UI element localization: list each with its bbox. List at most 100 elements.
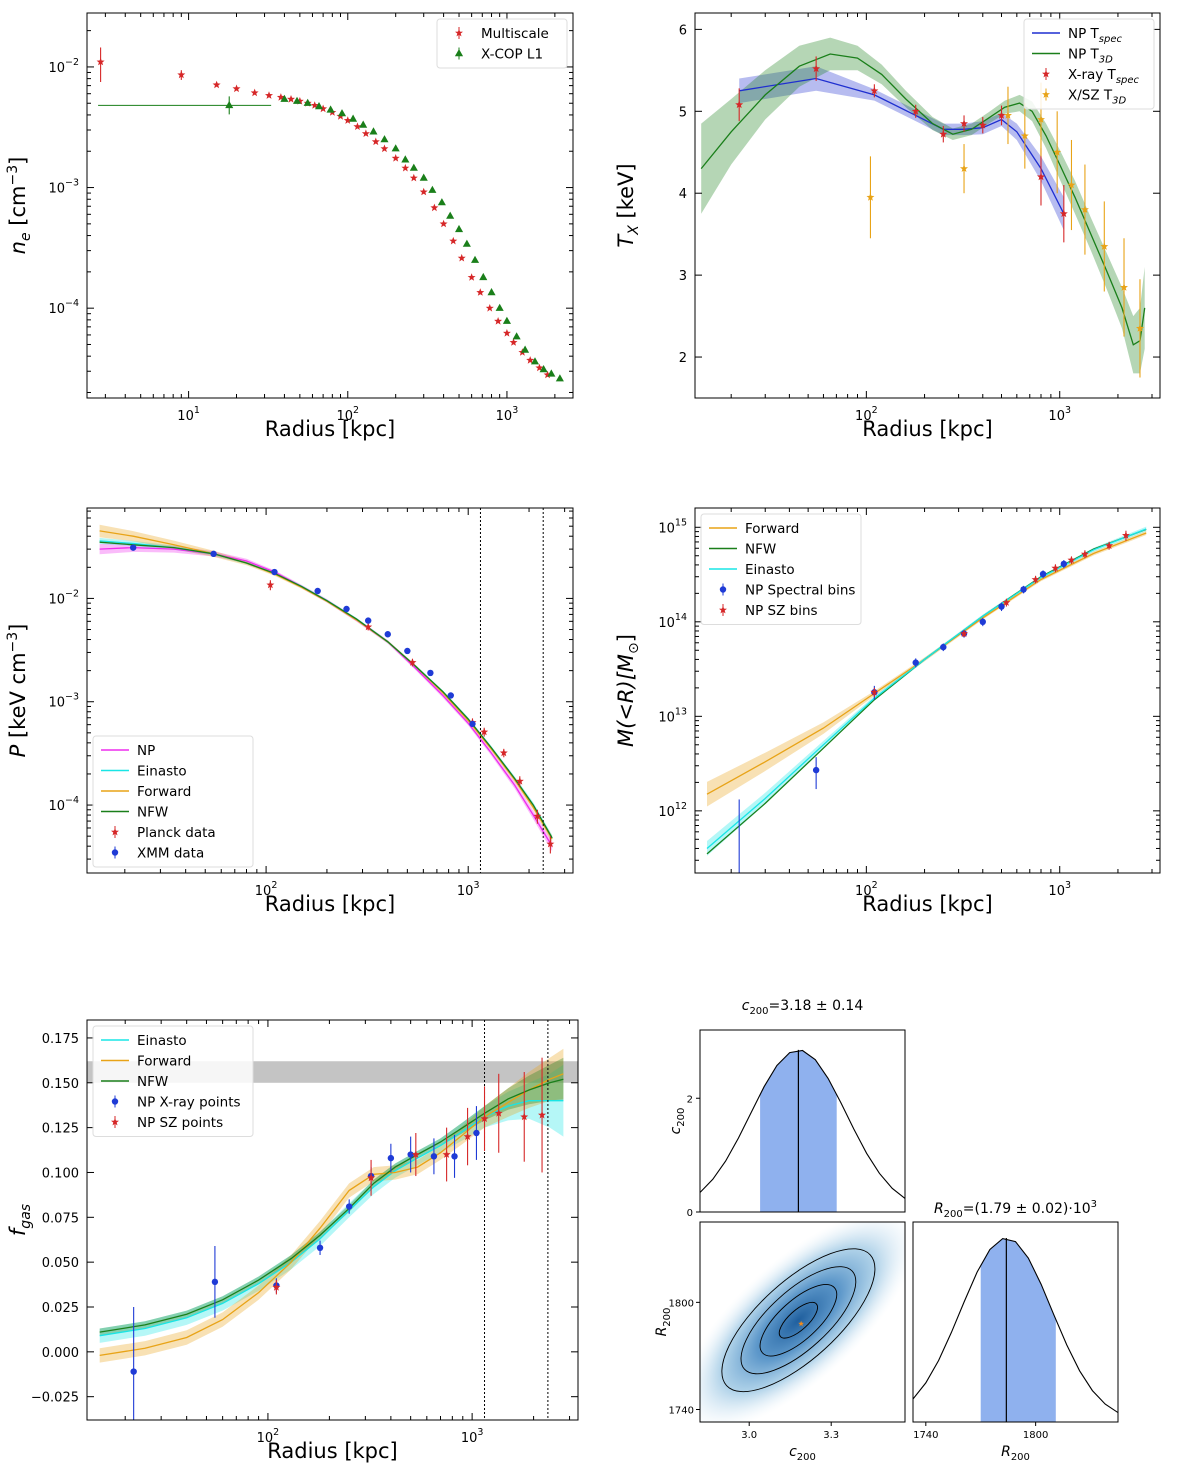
tx-point — [1053, 148, 1062, 156]
ne-ytick-label: 10−2 — [48, 57, 79, 76]
fgas-line-0 — [99, 1100, 564, 1337]
fgas-point — [387, 1154, 395, 1162]
m-ytick-label: 1015 — [658, 517, 687, 536]
r200-histogram — [913, 1238, 1118, 1422]
fgas-point — [480, 1114, 489, 1123]
m-ylabel: M(<R)[M⊙] — [614, 634, 642, 747]
fgas-point — [407, 1151, 414, 1158]
tx-point — [1136, 324, 1144, 332]
tx-legend-marker — [1042, 69, 1050, 78]
c200-title: c200=3.18 ± 0.14 — [742, 998, 864, 1017]
ne-point — [485, 304, 494, 312]
c200-hist-ytick-label: 0 — [687, 1208, 693, 1219]
joint-contour-1 — [759, 1284, 838, 1357]
p-frame — [86, 507, 574, 874]
ne-point — [495, 303, 504, 311]
joint-xtick-label: 3.3 — [823, 1430, 839, 1441]
ne-point — [521, 345, 530, 353]
tx-ytick-label: 5 — [679, 105, 687, 120]
r200-xlabel: R200 — [1001, 1444, 1030, 1463]
p-point — [499, 748, 508, 757]
fgas-point — [463, 1132, 472, 1140]
ne-point — [265, 91, 273, 99]
m-legend-box — [700, 513, 862, 625]
p-point — [447, 692, 454, 699]
p-point — [210, 550, 217, 558]
ne-point — [96, 57, 105, 66]
tx-point — [1120, 283, 1128, 291]
tx-xtick-label: 102 — [855, 405, 878, 424]
ne-point — [503, 329, 511, 337]
fgas-point — [367, 1173, 376, 1182]
fgas-legend-label: NFW — [137, 1074, 168, 1090]
m-point — [1105, 541, 1114, 549]
m-plot-area — [706, 526, 1147, 873]
ne-point — [232, 84, 241, 93]
ne-point — [439, 219, 448, 228]
tx-xtick-label: 103 — [1048, 405, 1071, 424]
m-ytick-label: 1014 — [658, 612, 687, 631]
tx-legend-label: X-ray Tspec — [1068, 67, 1140, 86]
ne-point — [391, 154, 400, 162]
m-point — [1051, 563, 1060, 572]
fgas-point — [473, 1129, 480, 1137]
m-ytick-label: 1012 — [658, 801, 687, 820]
fgas-band-2 — [99, 1057, 564, 1336]
ne-point — [547, 369, 556, 377]
ne-point — [303, 98, 312, 106]
ne-ytick-label: 10−4 — [48, 298, 79, 317]
p-legend-label: Einasto — [137, 764, 187, 780]
ne-point — [471, 255, 480, 263]
p-point — [384, 631, 391, 638]
fgas-point — [411, 1150, 420, 1158]
ne-point — [530, 357, 539, 365]
p-xtick-label: 102 — [255, 880, 278, 899]
p-xlabel: Radius [kpc] — [265, 892, 396, 916]
p-legend: NP Einasto Forward NFW Planck data XMM data — [92, 735, 254, 868]
fgas-ytick-label: 0.050 — [42, 1256, 79, 1271]
m-xtick-label: 103 — [1048, 880, 1071, 899]
ne-point — [359, 120, 368, 128]
fgas-legend-marker — [111, 1098, 119, 1105]
ne-point — [467, 273, 476, 281]
m-legend-label: NFW — [745, 542, 776, 558]
m-legend-label: Einasto — [745, 562, 795, 578]
fgas-point — [442, 1150, 451, 1158]
p-legend-marker — [111, 827, 119, 836]
ne-point — [526, 356, 535, 364]
ne-xtick-label: 103 — [496, 405, 519, 424]
p-point — [515, 777, 524, 785]
p-point — [533, 812, 542, 820]
ne-point — [295, 97, 304, 105]
tx-band-0 — [739, 66, 1064, 231]
p-point — [480, 727, 489, 736]
p-plot-area — [99, 508, 555, 873]
ne-point — [353, 122, 362, 130]
joint-contour-2 — [740, 1266, 857, 1375]
m-point — [998, 603, 1005, 610]
joint-ylabel: R200 — [654, 1308, 673, 1337]
ne-point — [319, 104, 328, 113]
tx-legend-label: X/SZ T3D — [1068, 88, 1127, 107]
ne-point — [293, 96, 302, 104]
ne-point — [250, 88, 259, 97]
ne-plot-area — [96, 47, 564, 382]
ne-legend: Multiscale X-COP L1 — [436, 18, 568, 69]
tx-point — [978, 121, 987, 129]
m-point — [1067, 555, 1076, 564]
fgas-line-1 — [99, 1073, 564, 1357]
fgas-ytick-label: −0.025 — [31, 1391, 79, 1406]
c200-hist-ytick-label: 2 — [687, 1094, 693, 1105]
ne-point — [369, 127, 378, 135]
ne-legend-label: Multiscale — [481, 26, 549, 42]
p-legend-label: Forward — [137, 784, 191, 800]
fgas-point — [345, 1203, 353, 1210]
tx-point — [1020, 131, 1029, 140]
fgas-point — [520, 1112, 529, 1121]
mass-panel: 102 103 1012 1013 1014 1015 Radius [kpc] M(<R)[… — [614, 507, 1161, 916]
m-point — [1031, 575, 1040, 583]
tx-legend-label: NP Tspec — [1068, 26, 1122, 45]
p-point — [364, 617, 372, 624]
